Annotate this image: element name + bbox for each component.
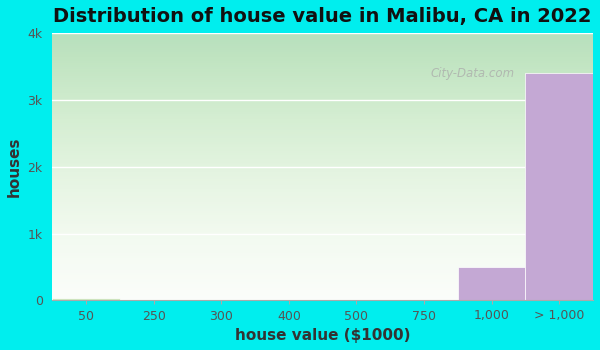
- Bar: [52, 299, 120, 300]
- Bar: [458, 267, 526, 300]
- Text: City-Data.com: City-Data.com: [431, 66, 515, 80]
- Bar: [526, 73, 593, 300]
- X-axis label: house value ($1000): house value ($1000): [235, 328, 410, 343]
- Y-axis label: houses: houses: [7, 136, 22, 197]
- Title: Distribution of house value in Malibu, CA in 2022: Distribution of house value in Malibu, C…: [53, 7, 592, 26]
